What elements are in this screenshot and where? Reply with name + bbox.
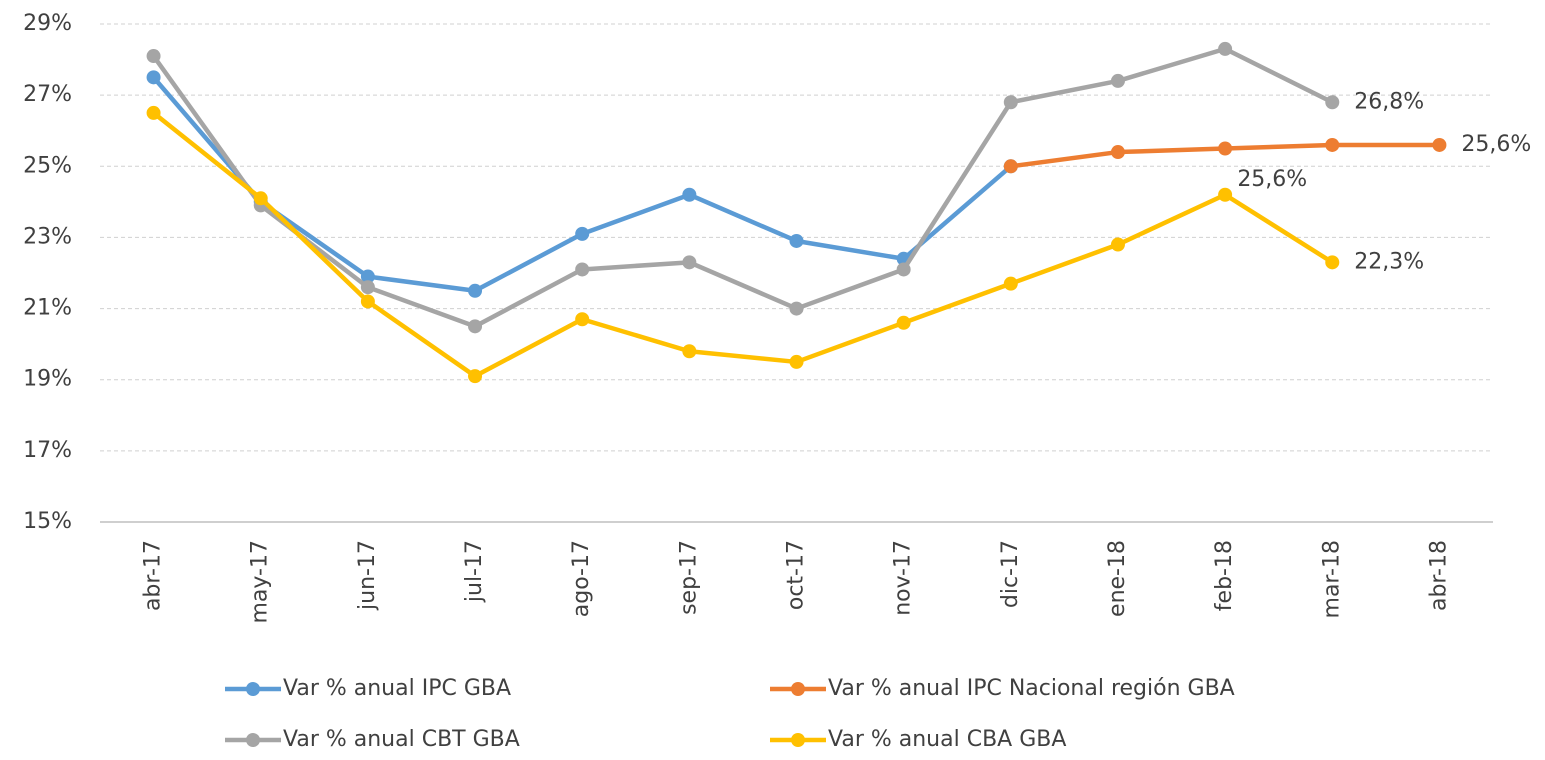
x-tick-label: jul-17 — [462, 540, 487, 603]
point — [682, 187, 697, 202]
point — [1003, 159, 1018, 174]
legend-label: Var % anual IPC GBA — [283, 676, 511, 701]
point — [575, 226, 590, 241]
point — [1325, 255, 1340, 270]
point — [1110, 73, 1125, 88]
data-label: 26,8% — [1354, 89, 1424, 114]
legend-label: Var % anual CBT GBA — [283, 727, 520, 752]
x-tick-label: ago-17 — [569, 540, 594, 617]
point — [1325, 137, 1340, 152]
point — [1218, 141, 1233, 156]
point — [1218, 41, 1233, 56]
point — [1432, 137, 1447, 152]
y-tick-label: 19% — [23, 367, 72, 392]
legend-marker — [246, 682, 260, 696]
point — [1325, 95, 1340, 110]
x-tick-label: may-17 — [248, 540, 273, 623]
legend-marker — [246, 733, 260, 747]
x-tick-label: oct-17 — [784, 540, 809, 610]
legend-marker — [791, 682, 805, 696]
legend-label: Var % anual IPC Nacional región GBA — [828, 676, 1235, 701]
point — [360, 269, 375, 284]
point — [468, 319, 483, 334]
x-tick-label: mar-18 — [1319, 540, 1344, 618]
point — [896, 262, 911, 277]
x-tick-label: nov-17 — [891, 540, 916, 616]
point — [468, 369, 483, 384]
point — [1003, 276, 1018, 291]
y-tick-label: 23% — [23, 224, 72, 249]
x-tick-label: sep-17 — [676, 540, 701, 615]
point — [146, 105, 161, 120]
point — [360, 280, 375, 295]
point — [575, 312, 590, 327]
x-tick-label: feb-18 — [1212, 540, 1237, 611]
y-tick-label: 27% — [23, 82, 72, 107]
point — [146, 49, 161, 64]
point — [575, 262, 590, 277]
data-label: 25,6% — [1237, 167, 1307, 192]
x-tick-label: abr-18 — [1426, 540, 1451, 611]
point — [682, 255, 697, 270]
data-label: 22,3% — [1354, 249, 1424, 274]
series-line — [152, 111, 1334, 379]
x-tick-label: jun-17 — [355, 540, 380, 611]
y-tick-label: 15% — [23, 509, 72, 534]
point — [1110, 237, 1125, 252]
data-label: 25,6% — [1461, 132, 1531, 157]
point — [789, 301, 804, 316]
x-tick-label: abr-17 — [141, 540, 166, 611]
y-tick-label: 17% — [23, 438, 72, 463]
series-line — [151, 75, 1013, 294]
legend-marker — [791, 733, 805, 747]
series-line — [151, 46, 1334, 329]
point — [360, 294, 375, 309]
point — [789, 233, 804, 248]
legend-label: Var % anual CBA GBA — [828, 727, 1066, 752]
y-tick-label: 21% — [23, 296, 72, 321]
x-tick-label: ene-18 — [1105, 540, 1130, 617]
point — [682, 344, 697, 359]
y-tick-label: 29% — [23, 11, 72, 36]
point — [1003, 95, 1018, 110]
point — [253, 191, 268, 206]
point — [468, 283, 483, 298]
x-tick-label: dic-17 — [998, 540, 1023, 608]
y-tick-label: 25% — [23, 153, 72, 178]
point — [789, 354, 804, 369]
point — [1218, 187, 1233, 202]
point — [146, 70, 161, 85]
point — [896, 315, 911, 330]
point — [1110, 145, 1125, 160]
